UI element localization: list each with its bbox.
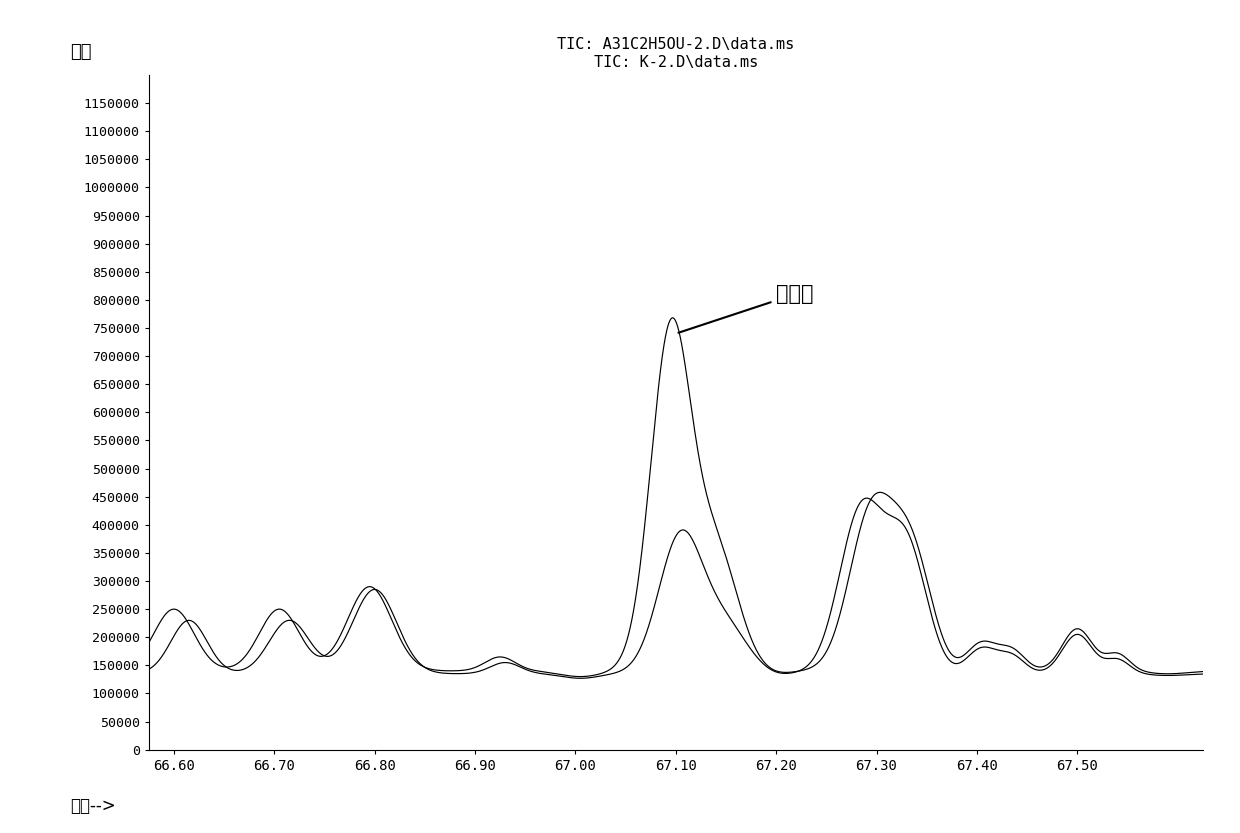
Text: 时间-->: 时间-->	[69, 797, 115, 815]
Title: TIC: A31C2H5OU-2.D\data.ms
TIC: K-2.D\data.ms: TIC: A31C2H5OU-2.D\data.ms TIC: K-2.D\da…	[557, 37, 795, 70]
Text: 丰度: 丰度	[69, 43, 92, 62]
Text: 加香后: 加香后	[678, 284, 813, 332]
